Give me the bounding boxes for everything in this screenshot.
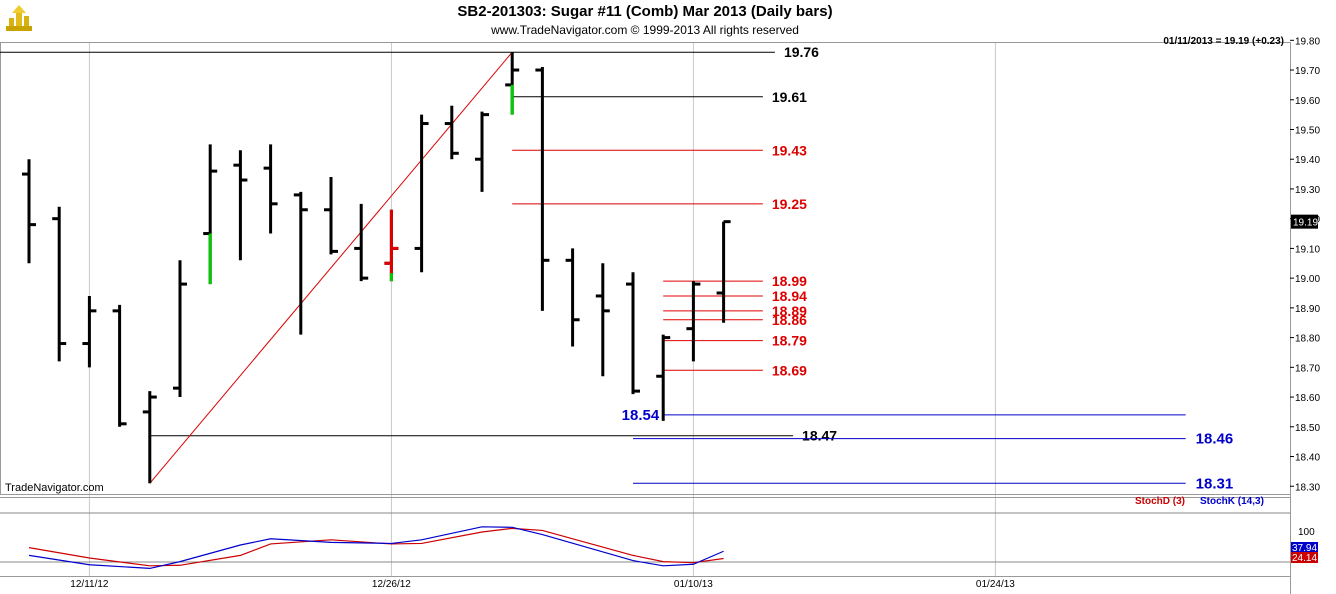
y-tick-label: 19.00 <box>1295 274 1320 285</box>
price-level-label: 18.94 <box>772 288 807 304</box>
stochk-line <box>28 526 724 570</box>
price-level-label: 18.89 <box>772 303 807 319</box>
y-tick-label: 19.10 <box>1295 244 1320 255</box>
price-level-label: 18.47 <box>802 428 837 444</box>
y-tick-label: 18.60 <box>1295 393 1320 404</box>
x-tick-label: 01/10/13 <box>674 579 713 590</box>
watermark: TradeNavigator.com <box>5 482 104 494</box>
stoch-value-label: 24.14 <box>1292 553 1317 564</box>
y-tick-label: 18.50 <box>1295 423 1320 434</box>
y-tick-label: 19.70 <box>1295 66 1320 77</box>
price-level-label: 18.99 <box>772 273 807 289</box>
stochd-line <box>28 527 724 567</box>
stoch-y-tick-label: 100 <box>1298 527 1315 538</box>
y-tick-label: 18.40 <box>1295 453 1320 464</box>
price-level-label: 19.43 <box>772 142 807 158</box>
price-level-label: 18.31 <box>1196 475 1234 492</box>
x-tick-label: 12/26/12 <box>372 579 411 590</box>
current-price-tag <box>1291 214 1318 229</box>
x-tick-label: 01/24/13 <box>976 579 1015 590</box>
price-level-label: 19.61 <box>772 89 807 105</box>
chart-title: SB2-201303: Sugar #11 (Comb) Mar 2013 (D… <box>457 3 833 20</box>
trade-navigator-logo <box>4 4 34 34</box>
price-level-label: 19.25 <box>772 196 807 212</box>
price-level-label: 18.54 <box>622 407 660 424</box>
y-tick-label: 19.30 <box>1295 185 1320 196</box>
y-tick-label: 19.40 <box>1295 155 1320 166</box>
y-tick-label: 18.70 <box>1295 363 1320 374</box>
price-level-label: 19.76 <box>784 44 819 60</box>
copyright-text: www.TradeNavigator.com © 1999-2013 All r… <box>491 23 799 37</box>
last-quote: 01/11/2013 = 19.19 (+0.23) <box>1163 36 1284 47</box>
stoch-value-tag <box>1291 542 1318 553</box>
y-tick-label: 18.90 <box>1295 304 1320 315</box>
current-price-value: 19.19 <box>1293 218 1318 229</box>
y-tick-label: 18.30 <box>1295 482 1320 493</box>
legend-stochk: StochK (14,3) <box>1200 496 1264 507</box>
y-tick-label: 19.80 <box>1295 36 1320 47</box>
stoch-value-tag <box>1291 552 1318 563</box>
x-tick-label: 12/11/12 <box>70 579 109 590</box>
y-tick-label: 19.60 <box>1295 96 1320 107</box>
price-level-label: 18.69 <box>772 362 807 378</box>
trendline <box>149 51 513 484</box>
stoch-value-label: 37.94 <box>1292 543 1317 554</box>
price-level-label: 18.86 <box>772 312 807 328</box>
y-tick-label: 19.50 <box>1295 125 1320 136</box>
price-level-label: 18.46 <box>1196 431 1234 448</box>
price-level-label: 18.79 <box>772 333 807 349</box>
legend-stochd: StochD (3) <box>1135 496 1185 507</box>
y-tick-label: 18.80 <box>1295 334 1320 345</box>
price-panel-frame <box>0 42 1291 495</box>
